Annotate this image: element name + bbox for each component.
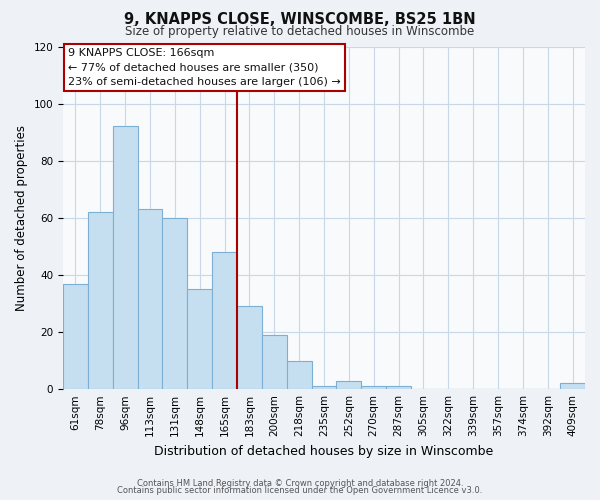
Bar <box>163 218 187 389</box>
Text: 9, KNAPPS CLOSE, WINSCOMBE, BS25 1BN: 9, KNAPPS CLOSE, WINSCOMBE, BS25 1BN <box>124 12 476 28</box>
Bar <box>137 210 163 389</box>
Text: 9 KNAPPS CLOSE: 166sqm
← 77% of detached houses are smaller (350)
23% of semi-de: 9 KNAPPS CLOSE: 166sqm ← 77% of detached… <box>68 48 341 87</box>
Text: Size of property relative to detached houses in Winscombe: Size of property relative to detached ho… <box>125 25 475 38</box>
Bar <box>113 126 137 389</box>
Text: Contains HM Land Registry data © Crown copyright and database right 2024.: Contains HM Land Registry data © Crown c… <box>137 478 463 488</box>
Bar <box>287 360 311 389</box>
Bar <box>63 284 88 389</box>
Bar <box>386 386 411 389</box>
Bar <box>88 212 113 389</box>
Bar <box>187 289 212 389</box>
Bar <box>311 386 337 389</box>
Text: Contains public sector information licensed under the Open Government Licence v3: Contains public sector information licen… <box>118 486 482 495</box>
Y-axis label: Number of detached properties: Number of detached properties <box>15 125 28 311</box>
Bar <box>337 380 361 389</box>
X-axis label: Distribution of detached houses by size in Winscombe: Distribution of detached houses by size … <box>154 444 494 458</box>
Bar <box>262 335 287 389</box>
Bar <box>560 384 585 389</box>
Bar <box>237 306 262 389</box>
Bar <box>212 252 237 389</box>
Bar <box>361 386 386 389</box>
